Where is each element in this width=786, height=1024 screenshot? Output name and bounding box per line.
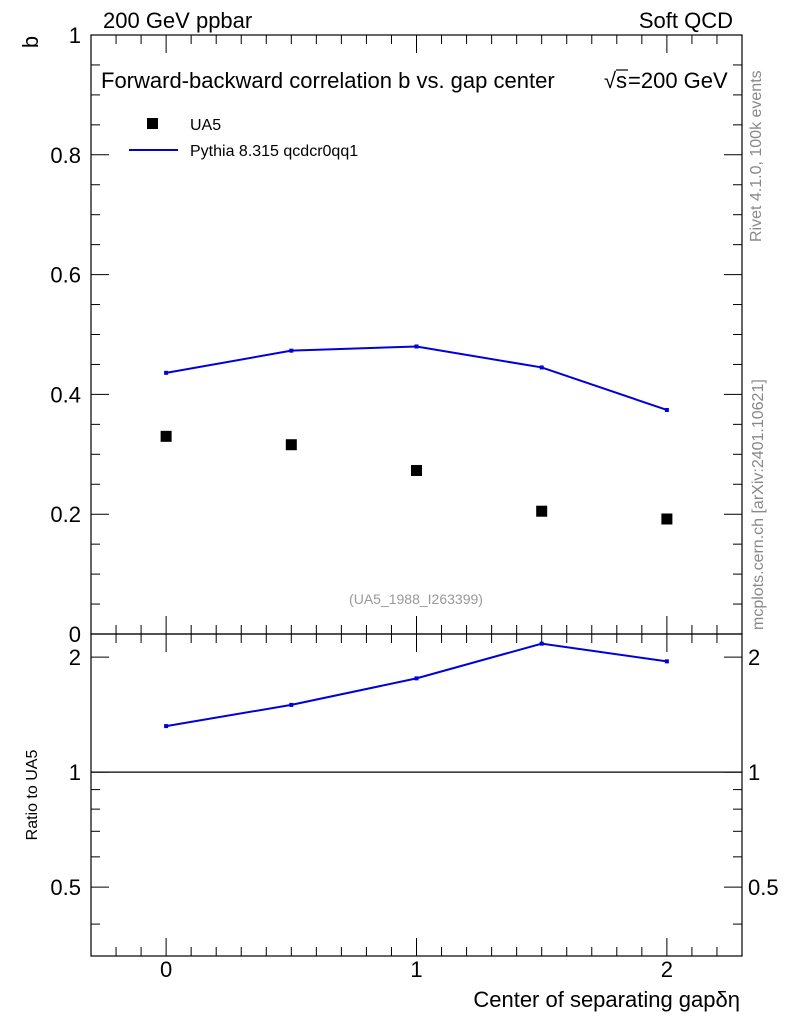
chart-title-s: s <box>616 68 627 93</box>
header-category-label: Soft QCD <box>639 8 733 33</box>
x-tick-label: 1 <box>410 957 422 982</box>
x-tick-labels: 0 1 2 <box>160 957 673 982</box>
ratio-panel-frame <box>90 633 743 957</box>
pythia-point <box>289 348 294 353</box>
x-tick-label: 0 <box>160 957 172 982</box>
ua5-data-point <box>285 439 297 451</box>
chart-title-suffix: =200 GeV <box>628 68 728 93</box>
legend-pythia-label: Pythia 8.315 qcdcr0qq1 <box>190 143 358 160</box>
ratio-y-tick-label-right: 2 <box>748 645 760 670</box>
pythia-series-line <box>165 345 668 411</box>
main-y-tick-label: 0.2 <box>50 502 81 527</box>
main-panel-ticks <box>91 34 742 635</box>
ratio-y-tick-label-right: 1 <box>748 760 760 785</box>
ua5-data-point <box>661 513 673 525</box>
mcplots-reference-label: mcplots.cern.ch [arXiv:2401.10621] <box>750 379 767 630</box>
main-y-axis-label: b <box>18 36 43 48</box>
main-panel-frame <box>90 34 743 635</box>
main-y-tick-label: 0.4 <box>50 382 81 407</box>
main-y-tick-label: 1 <box>69 23 81 48</box>
legend-ua5-label: UA5 <box>190 117 221 134</box>
ratio-series-group <box>91 641 742 773</box>
ratio-panel-ticks <box>91 634 742 956</box>
pythia-point <box>539 365 544 370</box>
ratio-y-tick-label-left: 0.5 <box>50 875 81 900</box>
ua5-data-point <box>160 430 172 442</box>
main-y-tick-label: 0.8 <box>50 143 81 168</box>
ratio-point <box>289 702 294 707</box>
analysis-id-annotation: (UA5_1988_I263399) <box>349 591 483 607</box>
ratio-point <box>414 676 419 681</box>
ratio-y-axis-label: Ratio to UA5 <box>24 750 41 841</box>
chart-title-prefix: Forward-backward correlation b vs. gap c… <box>101 68 555 93</box>
pythia-point <box>664 407 669 412</box>
x-axis-label: Center of separating gapδη <box>473 987 740 1012</box>
ratio-y-tick-label-right: 0.5 <box>748 875 779 900</box>
ratio-point <box>664 659 669 664</box>
legend-ua5-marker <box>147 118 158 129</box>
x-tick-label: 2 <box>661 957 673 982</box>
main-y-tick-label: 0.6 <box>50 263 81 288</box>
ratio-point <box>539 641 544 646</box>
ua5-data-point <box>411 464 422 476</box>
pythia-point <box>414 344 419 349</box>
ratio-y-tick-label-left: 2 <box>69 645 81 670</box>
header-energy-label: 200 GeV ppbar <box>103 8 252 33</box>
chart-title-sqrt: √ <box>604 68 617 93</box>
ratio-point <box>164 724 169 729</box>
rivet-version-label: Rivet 4.1.0, 100k events <box>748 70 765 242</box>
main-y-tick-label: 0 <box>69 622 81 647</box>
ua5-data-point <box>536 505 548 517</box>
ratio-y-tick-label-left: 1 <box>69 760 81 785</box>
main-y-tick-labels: 0 0.2 0.4 0.6 0.8 1 <box>50 23 81 647</box>
ratio-series-line <box>165 642 668 728</box>
ratio-y-tick-labels: 0.5 0.5 1 1 2 2 <box>50 645 778 900</box>
pythia-point <box>164 370 169 375</box>
main-series-group <box>160 344 673 525</box>
